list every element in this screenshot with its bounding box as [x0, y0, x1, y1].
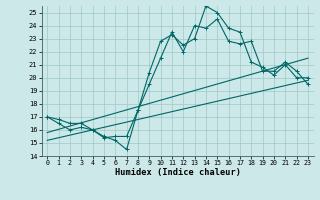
- X-axis label: Humidex (Indice chaleur): Humidex (Indice chaleur): [115, 168, 241, 177]
